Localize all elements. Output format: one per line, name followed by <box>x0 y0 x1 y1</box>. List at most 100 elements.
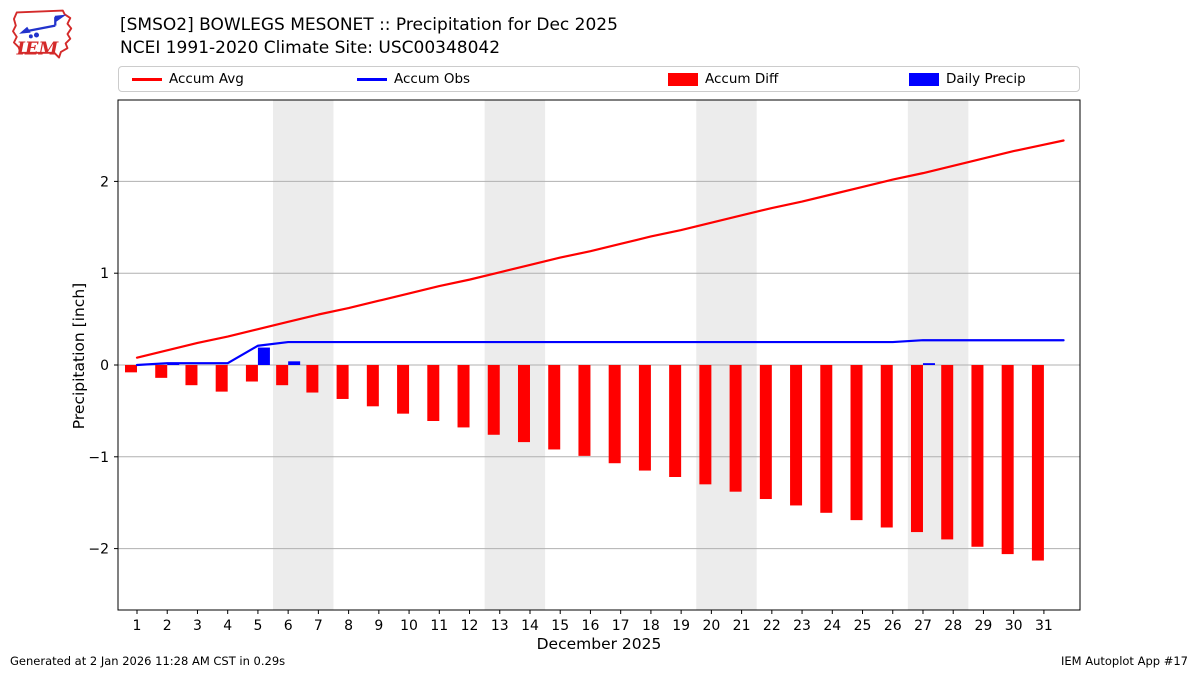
anemometer-icon <box>19 14 67 39</box>
y-tick-label: −1 <box>88 450 109 466</box>
x-tick-label: 25 <box>854 618 872 634</box>
legend-swatch-icon <box>909 72 939 86</box>
x-tick-label: 22 <box>763 618 781 634</box>
accum-avg-line <box>135 139 1065 359</box>
accum-diff-bar-day-9 <box>366 365 379 407</box>
plot-border <box>117 99 1081 611</box>
legend-item-accum-avg: Accum Avg <box>132 67 244 91</box>
generated-timestamp: Generated at 2 Jan 2026 11:28 AM CST in … <box>10 654 286 668</box>
accum-diff-bar-day-8 <box>336 365 349 399</box>
legend-item-label: Accum Diff <box>705 71 779 87</box>
y-axis-label: Precipitation [inch] <box>70 282 88 430</box>
accum-diff-bar-day-31 <box>1031 365 1044 561</box>
app-credit: IEM Autoplot App #17 <box>1060 654 1188 668</box>
accum-diff-bar-day-16 <box>578 365 591 456</box>
x-tick-label: 3 <box>193 618 202 634</box>
page-subtitle: NCEI 1991-2020 Climate Site: USC00348042 <box>120 37 501 58</box>
accum-diff-bar-day-10 <box>397 365 410 414</box>
x-tick-label: 5 <box>253 618 262 634</box>
accum-diff-bar-day-19 <box>669 365 682 477</box>
x-tick-label: 31 <box>1035 618 1053 634</box>
daily-precip-bar-day-27 <box>922 363 935 365</box>
x-axis-label: December 2025 <box>536 635 662 653</box>
x-tick-label: 16 <box>582 618 600 634</box>
accum-diff-bar-day-18 <box>638 365 651 471</box>
x-tick-label: 27 <box>914 618 932 634</box>
accum-diff-bar-day-6 <box>276 365 289 386</box>
accum-diff-bar-day-14 <box>517 365 530 443</box>
title-block: [SMSO2] BOWLEGS MESONET :: Precipitation… <box>120 14 618 59</box>
accum-diff-bar-day-23 <box>790 365 803 506</box>
page-title: [SMSO2] BOWLEGS MESONET :: Precipitation… <box>120 15 618 35</box>
accum-diff-bar-day-21 <box>729 365 742 492</box>
x-tick-label: 20 <box>702 618 720 634</box>
x-tick-label: 8 <box>344 618 353 634</box>
x-tick-label: 14 <box>521 618 539 634</box>
weekend-band <box>907 100 969 610</box>
x-tick-label: 13 <box>491 618 509 634</box>
iowa-outline-icon <box>12 9 73 59</box>
x-tick-label: 23 <box>793 618 811 634</box>
x-tick-label: 29 <box>975 618 993 634</box>
x-tick-label: 30 <box>1005 618 1023 634</box>
x-tick-label: 10 <box>400 618 418 634</box>
accum-diff-bar-day-25 <box>850 365 863 521</box>
x-tick-label: 26 <box>884 618 902 634</box>
accum-diff-bar-day-13 <box>487 365 500 435</box>
accum-diff-bar-day-7 <box>306 365 319 393</box>
accum-diff-bar-day-5 <box>245 365 258 382</box>
x-tick-label: 1 <box>133 618 142 634</box>
x-tick-label: 12 <box>461 618 479 634</box>
x-tick-label: 7 <box>314 618 323 634</box>
legend-item-accum-obs: Accum Obs <box>357 67 470 91</box>
x-tick-label: 15 <box>551 618 569 634</box>
accum-diff-bar-day-28 <box>941 365 954 540</box>
accum-diff-bar-day-15 <box>548 365 561 450</box>
accum-diff-bar-day-1 <box>125 365 137 373</box>
accum-diff-bar-day-24 <box>820 365 833 513</box>
legend-swatch-icon <box>357 77 387 81</box>
y-tick-label: −2 <box>88 542 109 558</box>
legend-swatch-icon <box>132 77 162 81</box>
legend-item-label: Accum Obs <box>394 71 471 87</box>
y-tick-label: 2 <box>100 174 109 190</box>
accum-diff-bar-day-26 <box>880 365 893 528</box>
legend-item-daily-precip: Daily Precip <box>909 67 1026 91</box>
accum-diff-bar-day-4 <box>215 365 228 392</box>
accum-diff-bar-day-3 <box>185 365 198 386</box>
accum-diff-bar-day-27 <box>910 365 923 533</box>
x-tick-label: 11 <box>430 618 448 634</box>
accum-diff-bar-day-2 <box>155 365 168 378</box>
legend-swatch-icon <box>668 72 698 86</box>
x-tick-label: 17 <box>612 618 630 634</box>
accum-diff-bar-day-11 <box>427 365 440 421</box>
logo-text: IEM <box>16 39 60 60</box>
accum-diff-bar-day-20 <box>699 365 712 485</box>
legend-item-label: Accum Avg <box>169 71 244 87</box>
legend-item-label: Daily Precip <box>946 71 1026 87</box>
accum-diff-bar-day-30 <box>1001 365 1014 555</box>
accum-diff-bar-day-17 <box>608 365 621 464</box>
y-tick-label: 1 <box>100 266 109 282</box>
accum-diff-bar-day-29 <box>971 365 984 547</box>
daily-precip-bar-day-6 <box>288 361 301 365</box>
legend: Accum Avg Accum Obs Accum Diff Daily Precip <box>118 66 1080 92</box>
x-tick-label: 19 <box>672 618 690 634</box>
x-tick-label: 21 <box>733 618 751 634</box>
weekend-band <box>273 100 334 610</box>
accum-diff-bar-day-12 <box>457 365 470 428</box>
x-tick-label: 28 <box>944 618 962 634</box>
y-tick-label: 0 <box>100 358 109 374</box>
x-tick-label: 4 <box>223 618 232 634</box>
x-tick-label: 9 <box>374 618 383 634</box>
legend-item-accum-diff: Accum Diff <box>668 67 778 91</box>
weekend-band <box>484 100 546 610</box>
x-tick-label: 2 <box>163 618 172 634</box>
daily-precip-bar-day-5 <box>257 347 270 365</box>
weekend-band <box>696 100 757 610</box>
accum-diff-bar-day-22 <box>759 365 772 500</box>
accum-obs-line <box>135 339 1065 367</box>
x-tick-label: 24 <box>823 618 841 634</box>
